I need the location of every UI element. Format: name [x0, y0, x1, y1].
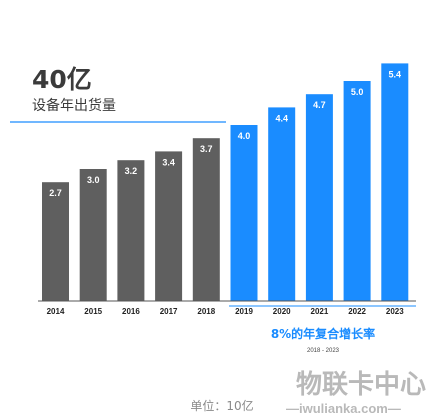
bar-value-label-2016: 3.2 — [125, 166, 138, 176]
bar-value-label-2018: 3.7 — [200, 144, 213, 154]
bar-2014 — [42, 182, 69, 301]
bar-value-label-2015: 3.0 — [87, 175, 100, 185]
bar-value-label-2020: 4.4 — [275, 113, 288, 123]
bar-2020 — [268, 107, 296, 302]
bar-2022 — [343, 81, 371, 301]
x-tick-2019: 2019 — [235, 307, 253, 316]
x-tick-2020: 2020 — [273, 307, 291, 316]
bar-value-label-2017: 3.4 — [162, 157, 175, 167]
x-tick-2016: 2016 — [122, 307, 140, 316]
x-tick-2015: 2015 — [84, 307, 102, 316]
bar-2019 — [230, 125, 258, 301]
x-tick-2022: 2022 — [348, 307, 366, 316]
bars-group: 2.7 3.0 3.2 3.4 3.7 4.0 4.4 4.7 5.0 5.4 — [42, 63, 409, 302]
bar-2016 — [117, 160, 145, 301]
chart-subtitle: 设备年出货量 — [32, 97, 116, 114]
watermark-subtext: —iwulianka.com— — [286, 401, 401, 416]
bar-value-label-2014: 2.7 — [49, 188, 62, 198]
bar-value-label-2021: 4.7 — [313, 100, 326, 110]
bar-2018 — [192, 138, 220, 301]
bar-value-label-2023: 5.4 — [389, 69, 402, 79]
unit-note: 单位：10亿 — [190, 398, 253, 413]
bar-value-label-2019: 4.0 — [238, 131, 251, 141]
headline-value: 40亿 — [32, 65, 92, 94]
cagr-range: 2018 - 2023 — [307, 348, 340, 354]
x-tick-2017: 2017 — [160, 307, 178, 316]
x-tick-labels: 2014 2015 2016 2017 2018 2019 2020 2021 2022 2023 — [47, 307, 405, 316]
x-tick-2023: 2023 — [386, 307, 404, 316]
watermark-logo: 物联卡中心 — [296, 370, 426, 400]
bar-value-label-2022: 5.0 — [351, 87, 364, 97]
bar-2021 — [305, 94, 333, 301]
bar-2015 — [79, 169, 107, 301]
x-tick-2018: 2018 — [197, 307, 215, 316]
x-tick-2014: 2014 — [47, 307, 65, 316]
bar-2017 — [155, 151, 183, 301]
cagr-annotation: 8%的年复合增长率 — [271, 326, 375, 341]
bar-2023 — [381, 63, 409, 302]
x-tick-2021: 2021 — [311, 307, 329, 316]
